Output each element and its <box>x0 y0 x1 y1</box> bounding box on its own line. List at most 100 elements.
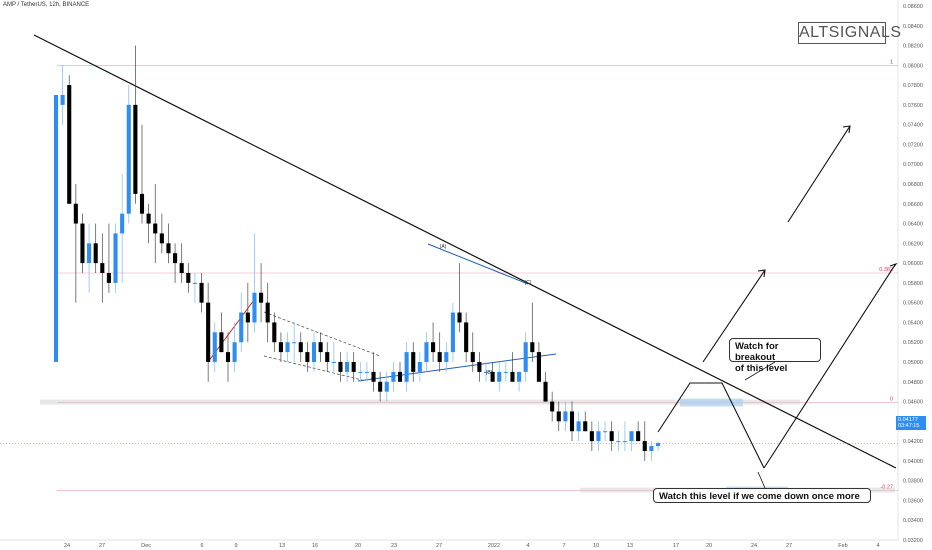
candle-body <box>556 411 561 422</box>
time-tick-label: 4 <box>876 543 879 549</box>
price-tick-label: 0.03600 <box>903 498 923 504</box>
candle-body <box>139 193 145 214</box>
fib-levels: 1 0.382 0 -0.27 <box>57 59 898 491</box>
time-tick-label: 9 <box>234 543 237 549</box>
price-tick-label: 0.05000 <box>903 360 923 366</box>
candle-body <box>470 352 475 362</box>
time-tick-label: 23 <box>391 543 397 549</box>
candle-body <box>87 243 92 264</box>
downside-note: Watch this level if we come down once mo… <box>653 488 871 503</box>
time-tick-label: 7 <box>562 543 565 549</box>
price-tick-label: 0.05200 <box>903 340 923 346</box>
price-tick-label: 0.03800 <box>903 479 923 485</box>
candle-body <box>655 443 661 447</box>
candle-body <box>609 431 614 442</box>
price-tick-label: 0.04600 <box>903 400 923 406</box>
candles <box>53 45 661 461</box>
candle-body <box>239 312 244 343</box>
candle-body <box>629 431 634 442</box>
candle-body <box>411 352 416 372</box>
breakout-note-line1: Watch for breakout <box>735 341 779 363</box>
candle-body <box>93 243 98 264</box>
candle-body <box>159 233 164 244</box>
fib-level-label: -0.27 <box>880 485 893 491</box>
price-tick-label: 0.08600 <box>903 4 923 10</box>
time-tick-label: 13 <box>627 543 633 549</box>
candle-body <box>576 421 581 432</box>
candle-body <box>477 361 482 372</box>
candle-body <box>186 272 191 283</box>
candle-body <box>219 332 224 353</box>
candle-body <box>589 431 594 442</box>
candle-body <box>298 342 303 353</box>
candle-body <box>417 361 422 372</box>
main-downtrend-line <box>33 34 897 469</box>
candle-body <box>397 371 403 382</box>
breakout-target-box <box>680 398 743 407</box>
candle-body <box>173 253 178 264</box>
time-tick-label: 24 <box>64 543 70 549</box>
wave-lower-line <box>357 353 557 382</box>
last-price-tag: 0.04177 03:47:15 <box>896 416 926 430</box>
candle-body <box>100 263 105 273</box>
breakout-note-pointer <box>744 361 776 381</box>
time-tick-label: Dec <box>141 543 151 549</box>
wave-upper-line <box>427 243 529 285</box>
candle-body <box>120 213 125 234</box>
breakout-level-zone <box>40 399 800 405</box>
price-axis: 0.08600 0.08400 0.08200 0.08000 0.07800 0.076… <box>903 4 923 544</box>
time-tick-label: 16 <box>312 543 318 549</box>
target-arrow-head <box>842 125 851 134</box>
candle-body <box>252 292 257 323</box>
candle-body <box>517 371 522 382</box>
candle-body <box>358 371 363 373</box>
fib-level-label: 0.382 <box>879 267 893 273</box>
candle-body <box>364 371 369 373</box>
wave-labels: (A) (B) (C) <box>440 244 532 376</box>
projection-path-down <box>657 382 765 469</box>
price-tick-label: 0.06400 <box>903 222 923 228</box>
candle-body <box>146 213 151 224</box>
breakout-arrow <box>702 269 766 363</box>
candle-body <box>53 94 59 362</box>
time-tick-label: 27 <box>786 543 792 549</box>
candle-body <box>292 342 297 344</box>
price-tick-label: 0.07600 <box>903 103 923 109</box>
candle-body <box>457 312 462 323</box>
candle-body <box>192 282 197 284</box>
breakout-note-line2: of this level <box>735 363 788 374</box>
candle-body <box>636 431 641 442</box>
candle-body <box>563 411 568 422</box>
wave-label: (C) <box>525 280 532 286</box>
price-tick-label: 0.07200 <box>903 142 923 148</box>
fib-level-label: 1 <box>890 59 893 65</box>
candle-body <box>80 223 85 264</box>
price-tick-label: 0.08200 <box>903 44 923 50</box>
price-tick-label: 0.06200 <box>903 241 923 247</box>
time-tick-label: 2022 <box>488 543 500 549</box>
candle-body <box>530 342 535 353</box>
candle-body <box>318 342 323 353</box>
drawings <box>0 34 898 489</box>
candle-body <box>331 361 336 363</box>
wave-label: (B) <box>486 370 493 376</box>
time-tick-label: 24 <box>751 543 757 549</box>
candle-body <box>384 381 389 392</box>
last-price-value: 0.04177 <box>898 417 918 423</box>
price-tick-label: 0.04000 <box>903 459 923 465</box>
candle-body <box>569 411 575 432</box>
price-tick-label: 0.07800 <box>903 83 923 89</box>
candle-body <box>206 302 211 362</box>
time-tick-label: 20 <box>706 543 712 549</box>
time-tick-label: 27 <box>99 543 105 549</box>
candle-body <box>497 371 502 382</box>
candle-body <box>550 401 555 412</box>
symbol-header: AMP / TetherUS, 12h, BINANCE <box>3 2 90 8</box>
support-zones <box>40 398 895 494</box>
candle-body <box>503 371 508 373</box>
breakout-arrow-head <box>757 269 766 278</box>
price-tick-label: 0.05600 <box>903 301 923 307</box>
candle-body <box>523 342 528 372</box>
candle-body <box>113 233 118 283</box>
